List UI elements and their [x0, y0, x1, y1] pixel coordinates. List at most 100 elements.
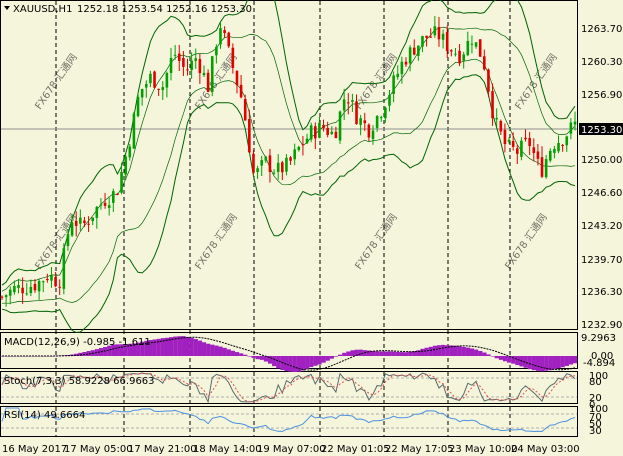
macd-bar — [568, 356, 574, 365]
time-axis[interactable]: 16 May 2017 17 May 05:00 17 May 21:00 18… — [2, 444, 580, 455]
macd-bar — [502, 356, 508, 362]
candle-bull — [433, 26, 437, 36]
macd-bar — [136, 342, 141, 356]
candle-bear — [182, 57, 185, 67]
candle-bull — [13, 286, 16, 293]
macd-bar — [321, 356, 326, 363]
macd-bar — [288, 356, 293, 372]
current-price-label: 1253.30 — [581, 125, 622, 136]
price-tick: 1250.00 — [581, 155, 622, 166]
candle-bull — [330, 131, 334, 135]
macd-bar — [375, 351, 380, 356]
time-tick: 24 May 03:00 — [511, 444, 580, 455]
candle-bull — [260, 160, 264, 166]
time-tick: 22 May 17:05 — [385, 444, 454, 455]
candle-bear — [515, 148, 519, 154]
candle-bull — [41, 281, 45, 283]
candle-bull — [219, 28, 222, 45]
candle-bull — [215, 46, 218, 56]
macd-bar — [94, 349, 100, 356]
candle-bear — [458, 50, 461, 64]
candle-bear — [116, 193, 119, 195]
price-tick: 1260.30 — [581, 57, 622, 68]
candle-bull — [375, 116, 379, 128]
macd-bar — [399, 352, 405, 356]
macd-bar — [284, 356, 289, 372]
main-pane[interactable] — [0, 0, 578, 330]
macd-bar — [251, 356, 256, 358]
symbol-label: XAUUSD,H1 — [13, 4, 72, 15]
macd-bar — [222, 347, 227, 356]
macd-bar — [164, 337, 170, 356]
macd-bar — [498, 356, 503, 360]
candle-bear — [157, 88, 160, 90]
candle-bear — [252, 153, 255, 173]
candle-bull — [400, 61, 404, 75]
macd-bar — [169, 337, 174, 356]
macd-bar — [144, 340, 149, 356]
candle-bear — [243, 98, 247, 121]
macd-bar — [103, 347, 108, 356]
stoch-tick: 20 — [589, 393, 602, 404]
price-axis[interactable]: 1263.70 1260.30 1256.90 1250.00 1246.60 … — [579, 24, 623, 331]
candle-bear — [524, 137, 527, 140]
stoch-label: Stoch(7,3,3) 58.9228 66.9663 — [4, 376, 155, 387]
macd-bar — [560, 356, 565, 368]
macd-tick: 0.00 — [591, 351, 613, 362]
candle-bull — [573, 121, 577, 125]
macd-bar — [276, 356, 281, 369]
macd-bar — [243, 354, 248, 356]
rsi-line — [1, 407, 576, 433]
macd-bar — [197, 340, 203, 356]
macd-bar — [8, 356, 13, 357]
candle-bear — [367, 124, 371, 138]
macd-bar — [387, 351, 392, 356]
candle-bear — [231, 47, 235, 69]
macd-bar — [152, 339, 157, 356]
candle-bull — [297, 146, 301, 151]
macd-bar — [20, 356, 25, 357]
candle-bull — [4, 295, 8, 298]
candle-bull — [256, 168, 259, 173]
candle-bear — [425, 35, 428, 38]
candle-bear — [532, 147, 536, 153]
macd-bar — [465, 347, 471, 356]
macd-bar — [86, 351, 91, 356]
candle-bull — [149, 73, 152, 84]
candle-bear — [499, 120, 503, 132]
stoch-main-line — [1, 372, 576, 404]
macd-bar — [234, 352, 240, 356]
candles — [0, 16, 577, 307]
macd-bar — [74, 353, 79, 356]
macd-bar — [515, 356, 520, 366]
macd-bar — [325, 356, 330, 361]
candle-bear — [412, 47, 416, 55]
macd-bar — [107, 345, 112, 356]
candle-bear — [239, 84, 243, 98]
macd-bar — [309, 356, 314, 368]
price-tick: 1243.20 — [581, 221, 622, 232]
candle-bull — [408, 47, 412, 64]
candle-bull — [520, 140, 523, 157]
macd-bar — [177, 336, 182, 356]
rsi-pane[interactable] — [0, 406, 578, 437]
candle-bull — [70, 222, 74, 236]
candle-bull — [107, 205, 111, 208]
candle-bull — [276, 162, 280, 172]
candle-bull — [396, 73, 400, 77]
macd-indicator: MACD(12,26,9) -0.985 -1.611 9.2963 0.00 … — [0, 333, 616, 373]
macd-bar — [263, 356, 269, 362]
macd-bar — [573, 356, 578, 364]
candle-bear — [429, 36, 433, 38]
candle-bear — [561, 144, 564, 146]
macd-bar — [185, 336, 190, 356]
candle-bull — [359, 118, 362, 125]
candle-bull — [318, 122, 321, 138]
macd-bar — [482, 352, 487, 356]
candle-bear — [0, 296, 4, 298]
macd-tick: -4.894 — [583, 358, 615, 369]
macd-bar — [230, 350, 236, 356]
macd-bar — [453, 345, 458, 356]
stoch-tick: 80 — [589, 377, 602, 388]
